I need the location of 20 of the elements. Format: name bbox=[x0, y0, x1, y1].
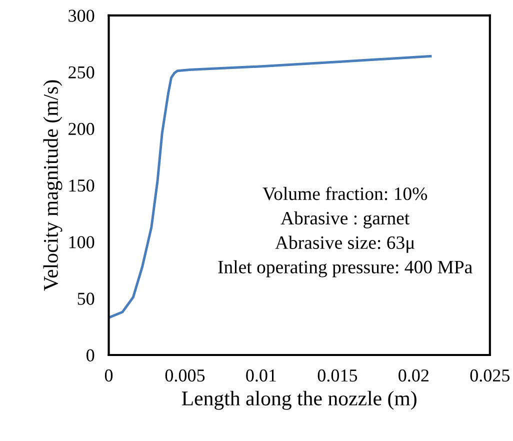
x-tick-label: 0.025 bbox=[470, 369, 510, 382]
annotation: Abrasive size: 63μ bbox=[275, 236, 414, 253]
x-tick-label: 0.015 bbox=[318, 369, 358, 382]
y-tick-label: 50 bbox=[78, 292, 94, 305]
y-tick-label: 300 bbox=[68, 10, 94, 22]
line-series bbox=[108, 54, 432, 319]
y-tick-label: 100 bbox=[69, 236, 94, 248]
y-tick-label: 0 bbox=[86, 349, 94, 362]
x-tick-label: 0.02 bbox=[398, 369, 428, 382]
y-axis-title: Velocity magnitude (m/s) bbox=[43, 80, 62, 291]
x-axis-title: Length along the nozzle (m) bbox=[182, 390, 416, 410]
y-tick-label: 200 bbox=[68, 122, 94, 136]
annotation: Abrasive : garnet bbox=[280, 211, 410, 228]
y-tick-label: 150 bbox=[69, 179, 94, 192]
x-tick-label: 0.005 bbox=[165, 369, 205, 382]
annotation: Inlet operating pressure: 400 MPa bbox=[218, 260, 472, 278]
annotation: Volume fraction: 10% bbox=[262, 186, 428, 200]
y-tick-label: 250 bbox=[68, 66, 94, 78]
x-tick-label: 0.01 bbox=[246, 369, 276, 382]
x-tick-label: 0 bbox=[104, 369, 113, 382]
